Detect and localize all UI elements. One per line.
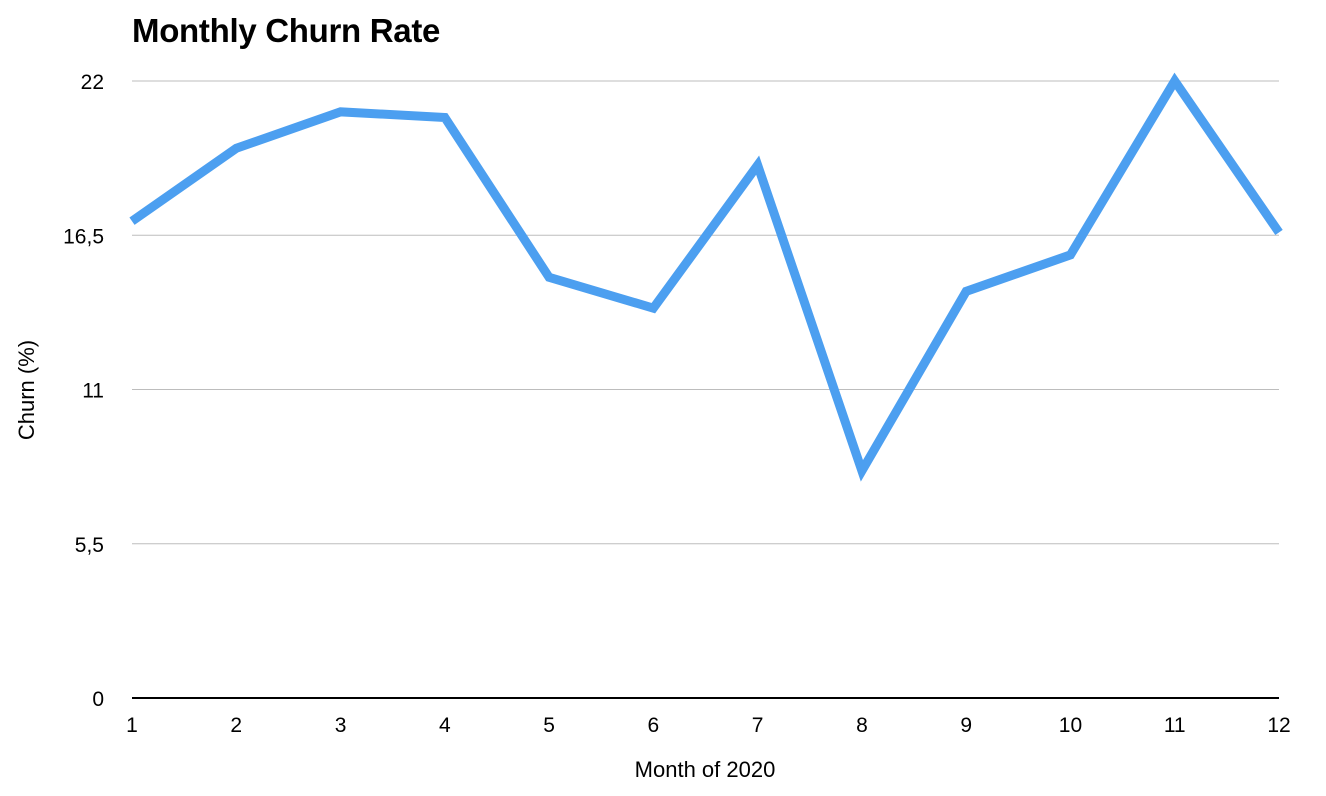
x-tick-label: 9	[960, 714, 972, 737]
x-tick-label: 12	[1267, 714, 1290, 737]
y-tick-label: 0	[92, 688, 104, 711]
data-point	[232, 144, 240, 152]
x-tick-label: 3	[335, 714, 347, 737]
x-axis-label: Month of 2020	[635, 757, 776, 782]
data-point	[1171, 77, 1179, 85]
y-axis-label: Churn (%)	[14, 340, 39, 440]
x-tick-label: 11	[1164, 714, 1186, 737]
chart-title: Monthly Churn Rate	[132, 12, 441, 49]
series-lines	[128, 72, 1283, 482]
x-tick-label: 2	[230, 714, 242, 737]
data-point	[337, 108, 345, 116]
y-tick-label: 16,5	[63, 225, 104, 248]
x-tick-label: 5	[543, 714, 555, 737]
x-tick-label: 8	[856, 714, 868, 737]
data-point	[545, 273, 553, 281]
x-tick-label: 4	[439, 714, 451, 737]
data-point	[1275, 228, 1283, 236]
x-tick-label: 1	[126, 714, 138, 737]
x-tick-label: 10	[1059, 714, 1082, 737]
y-tick-label: 22	[81, 71, 104, 94]
y-tick-label: 11	[82, 380, 104, 403]
data-point	[858, 467, 866, 475]
data-point	[1066, 251, 1074, 259]
series-line	[129, 72, 1283, 482]
y-tick-label: 5,5	[75, 534, 104, 557]
grid-lines	[132, 80, 1279, 545]
x-tick-label: 6	[648, 714, 660, 737]
data-point	[128, 217, 136, 225]
data-point	[441, 113, 449, 121]
data-point	[962, 287, 970, 295]
data-point	[649, 304, 657, 312]
x-tick-label: 7	[752, 714, 764, 737]
data-point	[754, 161, 762, 169]
